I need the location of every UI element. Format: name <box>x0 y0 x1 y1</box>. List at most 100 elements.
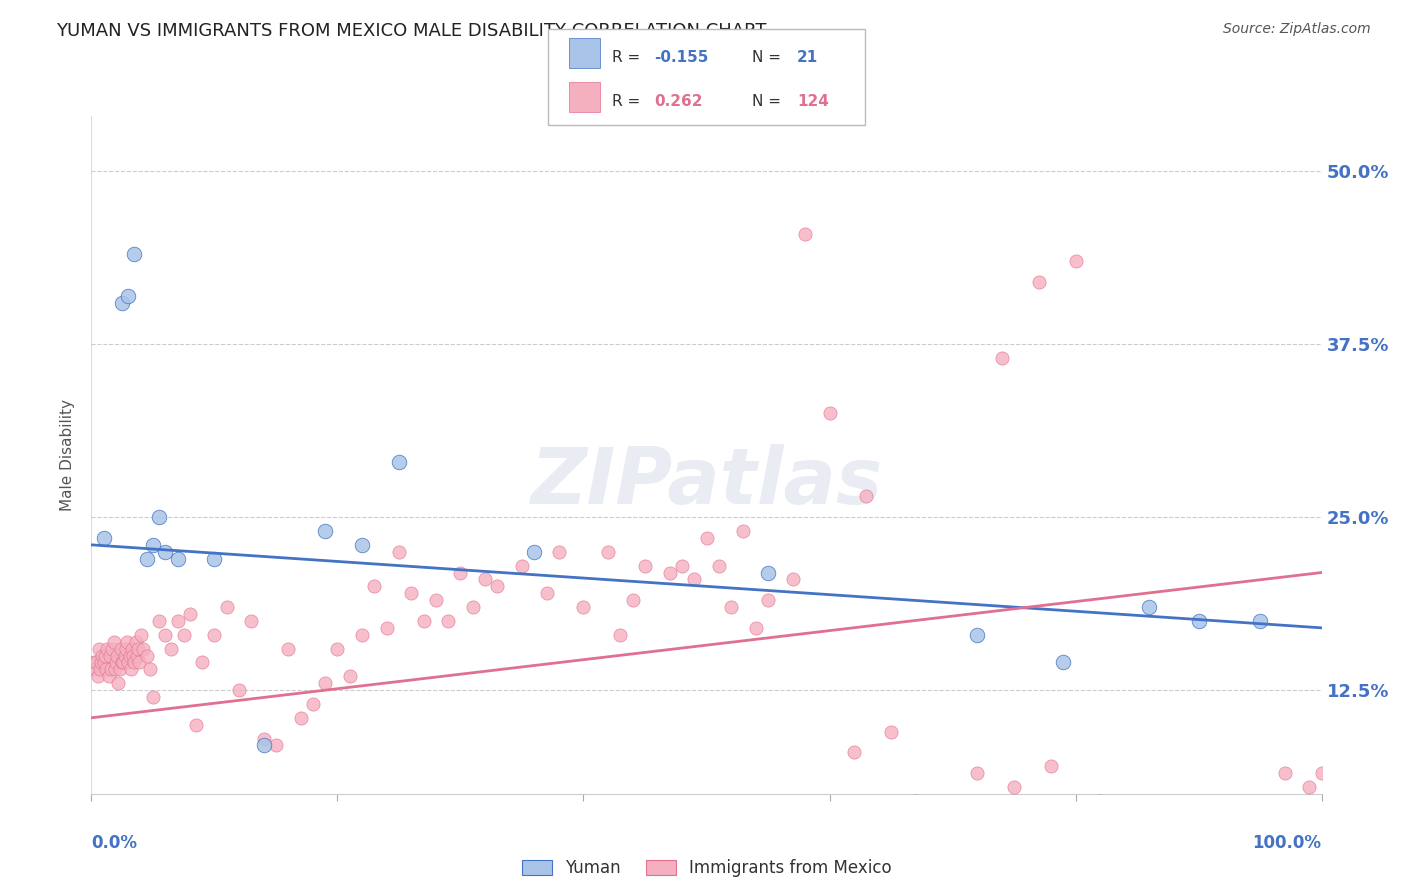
Point <box>1139 600 1161 615</box>
Point <box>115 634 138 648</box>
Point <box>184 717 207 731</box>
Point <box>855 490 877 504</box>
Point <box>572 600 595 615</box>
Point <box>117 289 139 303</box>
Point <box>486 579 509 593</box>
Point <box>966 766 988 780</box>
Point <box>793 227 815 241</box>
Point <box>121 641 143 656</box>
Point <box>904 794 927 808</box>
Point <box>510 558 533 573</box>
Point <box>142 690 165 704</box>
Point <box>1039 759 1063 773</box>
Text: -0.155: -0.155 <box>654 50 709 65</box>
Point <box>1028 275 1050 289</box>
Point <box>128 656 150 670</box>
Point <box>523 545 546 559</box>
Point <box>96 662 117 676</box>
Point <box>277 641 299 656</box>
Point <box>83 656 105 670</box>
Point <box>536 586 558 600</box>
Point <box>941 814 963 829</box>
Point <box>124 634 148 648</box>
Point <box>375 621 398 635</box>
Point <box>782 573 804 587</box>
Text: N =: N = <box>752 94 786 109</box>
Point <box>135 551 157 566</box>
Point <box>132 641 155 656</box>
Point <box>1187 814 1209 829</box>
Point <box>425 593 447 607</box>
Text: 100.0%: 100.0% <box>1253 834 1322 852</box>
Point <box>98 648 121 663</box>
Point <box>91 648 114 663</box>
Point <box>84 662 107 676</box>
Point <box>202 551 225 566</box>
Point <box>1249 614 1271 628</box>
Text: 0.262: 0.262 <box>654 94 702 109</box>
Point <box>94 648 117 663</box>
Point <box>314 524 336 538</box>
Point <box>135 648 157 663</box>
Point <box>437 614 460 628</box>
Point <box>290 711 312 725</box>
Point <box>412 614 434 628</box>
Point <box>117 656 139 670</box>
Point <box>449 566 471 580</box>
Point <box>179 607 201 621</box>
Point <box>86 669 108 683</box>
Point <box>842 745 865 759</box>
Point <box>100 662 122 676</box>
Point <box>191 656 214 670</box>
Point <box>264 739 287 753</box>
Point <box>756 593 779 607</box>
Point <box>129 628 152 642</box>
Point <box>609 628 631 642</box>
Legend: Yuman, Immigrants from Mexico: Yuman, Immigrants from Mexico <box>515 853 898 884</box>
Point <box>110 641 132 656</box>
Point <box>107 676 129 690</box>
Text: N =: N = <box>752 50 786 65</box>
Point <box>228 683 250 698</box>
Text: 21: 21 <box>797 50 818 65</box>
Point <box>173 628 195 642</box>
Point <box>89 662 111 676</box>
Point <box>124 656 146 670</box>
Point <box>90 656 112 670</box>
Point <box>122 648 145 663</box>
Point <box>683 573 706 587</box>
Point <box>707 558 730 573</box>
Point <box>114 641 138 656</box>
Point <box>388 545 411 559</box>
Point <box>1249 801 1271 815</box>
Point <box>596 545 619 559</box>
Text: R =: R = <box>612 50 645 65</box>
Text: R =: R = <box>612 94 645 109</box>
Point <box>253 739 276 753</box>
Point <box>733 524 755 538</box>
Point <box>818 406 841 420</box>
Point <box>240 614 263 628</box>
Point <box>111 656 134 670</box>
Point <box>105 656 127 670</box>
Text: 124: 124 <box>797 94 830 109</box>
Text: YUMAN VS IMMIGRANTS FROM MEXICO MALE DISABILITY CORRELATION CHART: YUMAN VS IMMIGRANTS FROM MEXICO MALE DIS… <box>56 22 766 40</box>
Point <box>101 641 124 656</box>
Point <box>966 628 988 642</box>
Point <box>301 697 323 711</box>
Point <box>112 656 135 670</box>
Point <box>148 614 170 628</box>
Point <box>1212 814 1234 829</box>
Text: ZIPatlas: ZIPatlas <box>530 444 883 520</box>
Point <box>253 731 276 746</box>
Point <box>125 648 148 663</box>
Point <box>658 566 681 580</box>
Point <box>1052 656 1074 670</box>
Point <box>695 531 717 545</box>
Point <box>326 641 349 656</box>
Point <box>97 669 120 683</box>
Point <box>1064 254 1087 268</box>
Point <box>93 656 115 670</box>
Point <box>153 545 177 559</box>
Y-axis label: Male Disability: Male Disability <box>60 399 76 511</box>
